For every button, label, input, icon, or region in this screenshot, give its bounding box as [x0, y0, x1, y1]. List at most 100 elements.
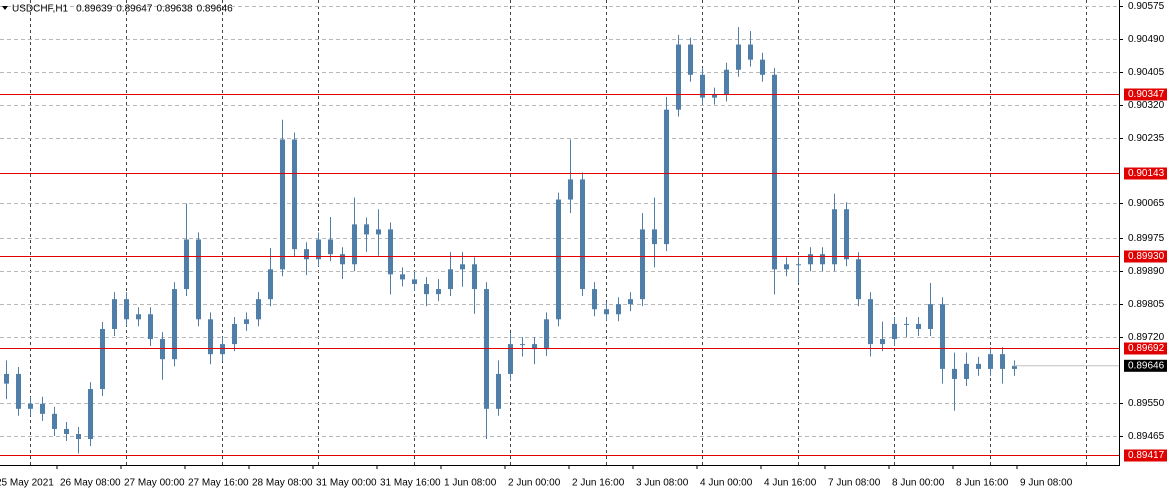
candle-body: [400, 274, 405, 280]
x-tick-label: 27 May 16:00: [188, 478, 249, 489]
candle-body: [460, 264, 465, 270]
candle-body: [628, 299, 633, 305]
x-tick-label: 28 May 08:00: [252, 478, 313, 489]
candle-body: [988, 354, 993, 369]
y-tick-label: 0.89805: [1128, 299, 1165, 310]
candle-body: [580, 179, 585, 290]
candle-body: [736, 44, 741, 70]
candle-body: [712, 94, 717, 98]
candle-body: [928, 304, 933, 329]
candle-body: [808, 254, 813, 265]
candle-body: [268, 269, 273, 300]
last-bar-value: 0.89647: [116, 4, 153, 15]
candle-body: [916, 323, 921, 329]
x-tick-label: 8 Jun 00:00: [892, 478, 945, 489]
levels-layer: 0.90347 0.90143 0.89930 0.89692 0.89417 0.896…: [0, 88, 1167, 462]
level-label-box: [1124, 88, 1167, 101]
level-label-box: [1124, 250, 1167, 263]
candle-body: [964, 363, 969, 379]
candle-body: [892, 323, 897, 340]
candle-body: [592, 289, 597, 310]
candle-body: [316, 239, 321, 260]
candle-body: [124, 299, 129, 320]
candle-body: [556, 199, 561, 320]
candle-body: [640, 229, 645, 300]
candle-body: [412, 279, 417, 285]
current-price-label: 0.89646: [1128, 360, 1165, 371]
candle-body: [256, 299, 261, 320]
candle-body: [304, 249, 309, 260]
candle-body: [940, 304, 945, 369]
current-price-box: [1124, 359, 1167, 372]
level-label-box: [1124, 449, 1167, 462]
y-tick-label: 0.89720: [1128, 332, 1165, 343]
candle-body: [100, 328, 105, 390]
x-tick-label: 25 May 2021: [0, 478, 54, 489]
level-label: 0.89930: [1128, 251, 1165, 262]
candle-body: [388, 229, 393, 275]
candle-body: [1000, 354, 1005, 369]
candle-body: [724, 69, 729, 95]
candle-body: [652, 229, 657, 245]
x-tick-label: 4 Jun 16:00: [764, 478, 817, 489]
candle-body: [748, 44, 753, 60]
x-tick-label: 4 Jun 00:00: [700, 478, 753, 489]
candle-body: [856, 259, 861, 300]
y-tick-label: 0.90320: [1128, 100, 1165, 111]
candle-body: [448, 269, 453, 290]
level-label: 0.89417: [1128, 450, 1165, 461]
y-tick-label: 0.89890: [1128, 266, 1165, 277]
y-tick-label: 0.90405: [1128, 67, 1165, 78]
candle-body: [40, 403, 45, 414]
symbol: USDCHF,H1: [12, 4, 69, 15]
menu-arrow[interactable]: [2, 6, 8, 10]
y-tick-label: 0.90235: [1128, 133, 1165, 144]
candle-body: [820, 254, 825, 265]
level-label: 0.90347: [1128, 89, 1165, 100]
candle-body: [844, 209, 849, 260]
x-tick-label: 3 Jun 08:00: [636, 478, 689, 489]
candle-body: [64, 428, 69, 434]
candle-body: [700, 74, 705, 98]
candle-body: [784, 264, 789, 270]
y-tick-label: 0.90575: [1128, 1, 1165, 12]
candle-body: [520, 344, 525, 346]
candle-body: [952, 368, 957, 379]
candle-body: [688, 44, 693, 75]
candle-body: [136, 314, 141, 320]
level-label: 0.89692: [1128, 343, 1165, 354]
x-tick-label: 7 Jun 08:00: [828, 478, 881, 489]
candle-body: [220, 344, 225, 355]
level-label-box: [1124, 342, 1167, 355]
candle-body: [172, 289, 177, 360]
y-tick-label: 0.89975: [1128, 233, 1165, 244]
candle-body: [1012, 365, 1017, 369]
y-tick-label: 0.90065: [1128, 198, 1165, 209]
candle-body: [16, 373, 21, 409]
candle-body: [532, 344, 537, 350]
x-tick-label: 1 Jun 08:00: [444, 478, 497, 489]
candle-body: [148, 314, 153, 340]
candle-body: [904, 323, 909, 325]
candle-body: [508, 344, 513, 374]
candle-body: [472, 264, 477, 290]
candle-body: [340, 254, 345, 265]
candle-body: [796, 264, 801, 266]
candle-body: [604, 309, 609, 315]
last-bar-value: 0.89638: [156, 4, 193, 15]
x-tick-label: 8 Jun 16:00: [956, 478, 1009, 489]
candle-body: [28, 403, 33, 409]
x-tick-label: 2 Jun 00:00: [508, 478, 561, 489]
level-label: 0.90143: [1128, 168, 1165, 179]
candle-body: [328, 239, 333, 255]
candle-body: [88, 389, 93, 440]
x-tick-label: 31 May 16:00: [380, 478, 441, 489]
candle-body: [184, 239, 189, 290]
candles-layer: [4, 27, 1017, 454]
candle-body: [196, 239, 201, 320]
candle-body: [244, 319, 249, 324]
candle-body: [112, 299, 117, 329]
